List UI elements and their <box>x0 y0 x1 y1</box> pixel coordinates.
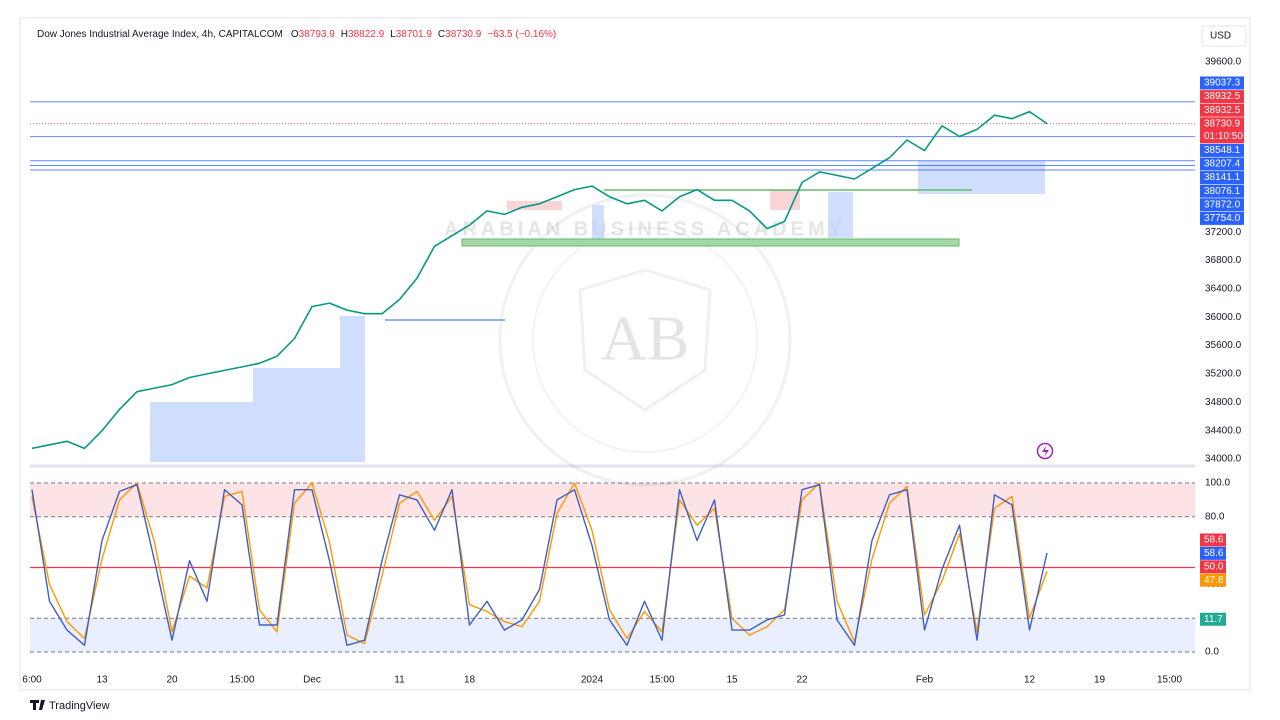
price-label: 38076.1 <box>1204 186 1241 197</box>
ohlc-value: 38730.9 <box>445 29 482 40</box>
ohlc-value: 38793.9 <box>299 29 336 40</box>
ohlc-label: C <box>438 29 445 40</box>
value-label: 11.7 <box>1204 614 1223 625</box>
y-tick-label: 0.0 <box>1205 647 1219 658</box>
value-label-box <box>1200 546 1226 560</box>
y-tick-label: 39600.0 <box>1205 57 1242 68</box>
value-label-box <box>1200 612 1226 626</box>
value-label-box <box>1200 560 1226 574</box>
value-label: 47.8 <box>1204 575 1224 586</box>
price-label: 38932.5 <box>1204 105 1241 116</box>
zones <box>150 161 1045 462</box>
y-tick-label: 36400.0 <box>1205 284 1242 295</box>
axes: 34000.0 34400.0 34800.0 35200.0 35600.0 36000… <box>22 57 1244 686</box>
price-label: 38730.9 <box>1204 118 1241 129</box>
price-label-box <box>1200 157 1244 171</box>
brand-logo <box>30 700 45 710</box>
y-tick-label: 36800.0 <box>1205 255 1242 266</box>
price-label: 37872.0 <box>1204 199 1241 210</box>
watermark <box>498 193 792 487</box>
price-label-box <box>1200 143 1244 157</box>
x-tick-label: 20 <box>166 675 178 686</box>
y-tick-label: 34400.0 <box>1205 425 1242 436</box>
ohlc-value: 38822.9 <box>348 29 385 40</box>
x-tick-label: 19 <box>1094 675 1106 686</box>
y-tick-label: 34800.0 <box>1205 397 1242 408</box>
price-label-box <box>1200 117 1244 144</box>
x-tick-label: 15:00 <box>229 675 254 686</box>
y-tick-label: 35600.0 <box>1205 340 1242 351</box>
series-line <box>31 482 1048 645</box>
ohlc-value: 38701.9 <box>396 29 433 40</box>
x-tick-label: Dec <box>303 675 321 686</box>
header: Dow Jones Industrial Average Index, 4h, … <box>37 29 556 40</box>
price-label: 39037.3 <box>1204 78 1241 89</box>
price-label-box <box>1200 103 1244 117</box>
x-tick-label: 6:00 <box>22 675 42 686</box>
x-tick-label: 18 <box>464 675 476 686</box>
x-tick-label: 11 <box>394 675 405 686</box>
y-tick-label: 34000.0 <box>1205 454 1242 465</box>
value-label: 50.0 <box>1204 561 1224 572</box>
watermark-name: ARABIAN BUSINESS ACADEMY <box>444 218 846 240</box>
value-label: 58.6 <box>1204 548 1224 559</box>
price-label: 38932.5 <box>1204 91 1241 102</box>
x-tick-label: 13 <box>96 675 108 686</box>
y-tick-label: 36000.0 <box>1205 312 1242 323</box>
value-label-box <box>1200 573 1226 587</box>
countdown: 01:10:50 <box>1204 131 1243 142</box>
value-label-box <box>1200 533 1226 547</box>
y-tick-label: 35200.0 <box>1205 369 1242 380</box>
currency[interactable]: USD <box>1210 31 1231 42</box>
stoch-pane <box>30 482 1195 653</box>
price-label-box <box>1200 211 1244 225</box>
price-label: 38141.1 <box>1204 172 1241 183</box>
alert-icon[interactable] <box>1036 442 1054 460</box>
series-line <box>31 110 1048 450</box>
x-tick-label: Feb <box>916 675 934 686</box>
change: −63.5 (−0.16%) <box>487 29 556 40</box>
x-tick-label: 12 <box>1024 675 1036 686</box>
y-tick-label: 100.0 <box>1205 478 1230 489</box>
header-line: Dow Jones Industrial Average Index, 4h, … <box>37 29 556 40</box>
y-tick-label: 37200.0 <box>1205 227 1242 238</box>
price-label-box <box>1200 76 1244 90</box>
x-tick-label: 2024 <box>581 675 604 686</box>
alert-icon-bolt <box>1042 446 1049 457</box>
price-pane <box>30 101 1195 450</box>
ohlc-label: L <box>390 29 396 40</box>
x-tick-label: 22 <box>796 675 808 686</box>
title: Dow Jones Industrial Average Index, 4h, … <box>37 29 283 40</box>
zone <box>30 482 1195 517</box>
price-label: 38548.1 <box>1204 145 1241 156</box>
currency-button[interactable] <box>1201 25 1247 47</box>
price-label-box <box>1200 171 1244 185</box>
ohlc-label: H <box>341 29 348 40</box>
price-label: 38207.4 <box>1204 159 1241 170</box>
brand: TradingView <box>49 700 110 712</box>
series-line <box>31 484 1048 646</box>
ohlc-label: O <box>291 29 299 40</box>
price-label-box <box>1200 90 1244 104</box>
price-label-box <box>1200 198 1244 212</box>
x-tick-label: 15:00 <box>1157 675 1182 686</box>
value-label: 58.6 <box>1204 535 1224 546</box>
y-tick-label: 80.0 <box>1205 511 1225 522</box>
price-label: 37754.0 <box>1204 213 1241 224</box>
x-tick-label: 15 <box>726 675 738 686</box>
watermark-initials: AB <box>601 303 690 374</box>
price-label-box <box>1200 184 1244 198</box>
x-tick-label: 15:00 <box>649 675 674 686</box>
